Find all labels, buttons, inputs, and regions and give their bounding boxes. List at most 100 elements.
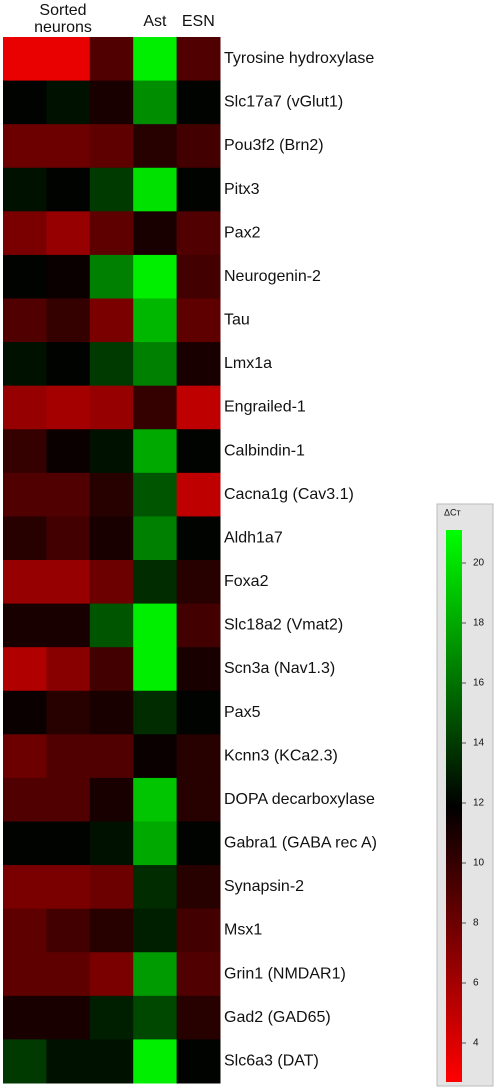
heatmap-cell (176, 80, 221, 125)
heatmap-cell (133, 1039, 178, 1084)
heatmap-cell (46, 298, 91, 343)
colorbar-tick-label: 6 (473, 978, 479, 989)
heatmap-cell (133, 603, 178, 648)
heatmap-cell (89, 995, 134, 1040)
row-label: Pou3f2 (Brn2) (224, 137, 324, 154)
heatmap-cell (133, 560, 178, 605)
heatmap-cell (3, 211, 47, 256)
colorbar-tick-label: 12 (473, 798, 485, 809)
heatmap-cell (133, 298, 178, 343)
colorbar-tick-label: 14 (473, 738, 485, 749)
heatmap-cell (46, 472, 91, 517)
heatmap-cell (133, 167, 178, 212)
heatmap-cell (46, 777, 91, 822)
row-label: Cacna1g (Cav3.1) (224, 486, 354, 503)
heatmap-cell (133, 995, 178, 1040)
heatmap-cell (89, 254, 134, 299)
heatmap-cell (89, 385, 134, 430)
colorbar-tick-label: 10 (473, 858, 485, 869)
heatmap-cell (3, 124, 47, 169)
heatmap-cell (89, 560, 134, 605)
heatmap-cell (89, 516, 134, 561)
heatmap-cell (3, 80, 47, 125)
heatmap-cell (176, 647, 221, 692)
heatmap-cell (46, 560, 91, 605)
heatmap-cell (133, 429, 178, 474)
heatmap-cell (3, 37, 47, 82)
heatmap-cell (46, 995, 91, 1040)
heatmap-cell (176, 865, 221, 910)
heatmap-cell (89, 37, 134, 82)
heatmap-cell (133, 952, 178, 997)
heatmap-cell (176, 777, 221, 822)
heatmap-cell (89, 1039, 134, 1084)
heatmap-cell (3, 865, 47, 910)
heatmap-cell (176, 342, 221, 387)
row-label: Tyrosine hydroxylase (224, 50, 374, 67)
heatmap-cell (3, 254, 47, 299)
heatmap-cell (176, 385, 221, 430)
row-label: Pitx3 (224, 181, 260, 198)
heatmap-cell (3, 298, 47, 343)
heatmap-cell (176, 298, 221, 343)
heatmap-cell (89, 429, 134, 474)
heatmap-cell (89, 865, 134, 910)
colorbar-panel (436, 503, 494, 1087)
heatmap-cell (46, 516, 91, 561)
heatmap-cell (46, 124, 91, 169)
row-label: Tau (224, 312, 250, 329)
heatmap-cell (176, 560, 221, 605)
heatmap-cell (46, 342, 91, 387)
heatmap-cell (133, 385, 178, 430)
heatmap-cell (46, 690, 91, 735)
row-label: Neurogenin-2 (224, 268, 321, 285)
heatmap-cell (89, 821, 134, 866)
row-label: Calbindin-1 (224, 442, 305, 459)
heatmap-cell (176, 995, 221, 1040)
heatmap-cell (46, 254, 91, 299)
heatmap-cell (89, 342, 134, 387)
row-label: Kcnn3 (KCa2.3) (224, 747, 338, 764)
heatmap-cell (89, 603, 134, 648)
heatmap-cell (3, 952, 47, 997)
heatmap-cell (3, 690, 47, 735)
heatmap-cell (89, 690, 134, 735)
heatmap-cell (176, 734, 221, 779)
heatmap-cell (3, 516, 47, 561)
heatmap-cell (46, 734, 91, 779)
heatmap-cell (89, 908, 134, 953)
heatmap-cell (176, 124, 221, 169)
heatmap-cell (89, 952, 134, 997)
heatmap-cell (133, 908, 178, 953)
heatmap-cell (46, 80, 91, 125)
row-label: Grin1 (NMDAR1) (224, 965, 346, 982)
row-label: Engrailed-1 (224, 399, 306, 416)
heatmap-cell (176, 472, 221, 517)
colorbar-tick-label: 4 (473, 1038, 479, 1049)
row-label: Slc6a3 (DAT) (224, 1052, 319, 1069)
heatmap-cell (3, 821, 47, 866)
heatmap-cell (176, 821, 221, 866)
heatmap-cell (3, 995, 47, 1040)
colorbar-tick-label: 20 (473, 558, 485, 569)
heatmap-cell (133, 342, 178, 387)
heatmap-cell (133, 734, 178, 779)
heatmap-cell (89, 167, 134, 212)
heatmap-cell (89, 777, 134, 822)
heatmap-cell (89, 734, 134, 779)
column-group-label: Sorted neurons (34, 2, 92, 36)
heatmap-cell (46, 821, 91, 866)
heatmap-cell (176, 1039, 221, 1084)
heatmap-cell (46, 952, 91, 997)
heatmap-cell (46, 908, 91, 953)
colorbar-label: ΔCт (444, 507, 461, 517)
heatmap-cell (133, 516, 178, 561)
heatmap-cell (3, 1039, 47, 1084)
heatmap-cell (3, 385, 47, 430)
row-label: Gabra1 (GABA rec A) (224, 835, 377, 852)
heatmap-cell (89, 472, 134, 517)
heatmap-cell (176, 211, 221, 256)
heatmap-cell (3, 472, 47, 517)
heatmap-cell (3, 429, 47, 474)
